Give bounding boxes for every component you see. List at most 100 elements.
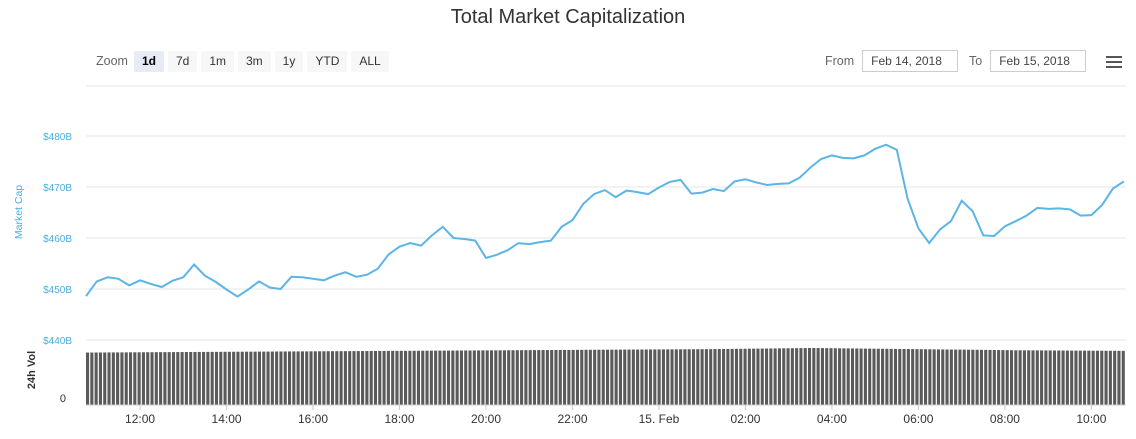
- zoom-ytd-button[interactable]: YTD: [307, 50, 348, 72]
- volume-bar: [1027, 350, 1031, 405]
- volume-bar: [1001, 350, 1005, 405]
- volume-bar: [1117, 350, 1121, 405]
- x-tick-label: 14:00: [212, 412, 242, 426]
- volume-bar: [197, 351, 201, 405]
- volume-bar: [124, 352, 128, 405]
- hamburger-menu-icon[interactable]: [1106, 56, 1122, 68]
- volume-bar: [799, 348, 803, 405]
- volume-bar: [489, 350, 494, 405]
- volume-bar: [498, 350, 502, 405]
- volume-bar: [889, 348, 893, 405]
- grid-lines: [86, 135, 1126, 341]
- volume-bar: [790, 348, 794, 405]
- volume-bar: [154, 352, 158, 405]
- volume-bar: [902, 349, 906, 405]
- volume-bar: [408, 350, 412, 405]
- volume-bar: [451, 350, 455, 405]
- volume-bar: [391, 350, 395, 405]
- volume-bar: [610, 349, 614, 405]
- volume-bar: [365, 351, 369, 405]
- x-tick-label: 22:00: [557, 412, 587, 426]
- x-tick-label: 15. Feb: [639, 412, 680, 426]
- x-tick-label: 12:00: [125, 412, 155, 426]
- volume-bar: [150, 352, 154, 405]
- volume-bar: [795, 348, 799, 405]
- to-label: To: [969, 54, 983, 68]
- volume-bar: [975, 349, 979, 405]
- volume-bar: [429, 350, 433, 405]
- volume-bar: [872, 348, 876, 405]
- from-date-input[interactable]: Feb 14, 2018: [862, 50, 959, 72]
- y-tick-label: $460B: [43, 234, 72, 245]
- volume-bar: [760, 348, 764, 405]
- volume-bar: [584, 349, 588, 405]
- volume-bar: [593, 349, 597, 405]
- volume-bar: [1044, 350, 1048, 405]
- volume-bar: [812, 348, 816, 405]
- volume-bar: [696, 349, 700, 405]
- zoom-1m-button[interactable]: 1m: [201, 50, 234, 72]
- volume-bar: [575, 349, 580, 405]
- volume-bar: [348, 351, 352, 405]
- volume-bar: [537, 350, 541, 405]
- volume-bar: [459, 350, 463, 405]
- volume-bar: [648, 349, 653, 405]
- zoom-1d-button[interactable]: 1d: [133, 50, 164, 72]
- x-tick-label: 10:00: [1076, 412, 1106, 426]
- volume-bar: [683, 349, 687, 405]
- volume-bar: [966, 349, 971, 405]
- volume-bar: [270, 351, 274, 405]
- volume-bar: [752, 348, 756, 405]
- volume-bar: [219, 351, 223, 405]
- volume-bar: [421, 350, 425, 405]
- volume-bar: [588, 349, 592, 405]
- volume-bar: [606, 349, 610, 405]
- volume-bar: [1091, 350, 1095, 405]
- volume-bar: [494, 350, 498, 405]
- volume-bar: [657, 349, 661, 405]
- volume-bar: [361, 351, 365, 405]
- volume-bar: [747, 348, 751, 405]
- x-axis: 12:00 14:00 16:00 18:00 20:00 22:00 15. Feb 02:…: [125, 405, 1107, 426]
- volume-bar: [979, 349, 983, 405]
- volume-bar: [919, 349, 923, 405]
- volume-bar: [1048, 350, 1052, 405]
- volume-bar: [954, 349, 958, 405]
- volume-bar: [992, 350, 996, 405]
- volume-bar: [730, 348, 734, 405]
- zoom-all-button[interactable]: ALL: [351, 50, 389, 72]
- volume-bar: [868, 348, 872, 405]
- volume-bar: [262, 351, 266, 405]
- volume-bar: [855, 348, 859, 405]
- volume-bar: [524, 350, 528, 405]
- volume-bar: [971, 349, 975, 405]
- volume-bar: [709, 349, 713, 405]
- volume-bar: [949, 349, 953, 405]
- x-tick-label: 06:00: [903, 412, 933, 426]
- volume-bar: [1108, 350, 1112, 405]
- volume-bar: [1052, 350, 1057, 405]
- volume-bar: [1070, 350, 1074, 405]
- volume-bar: [232, 351, 236, 405]
- volume-bar: [1035, 350, 1039, 405]
- volume-bar: [876, 348, 880, 405]
- volume-bar: [984, 349, 988, 405]
- volume-bar: [838, 348, 842, 405]
- volume-bar: [159, 352, 163, 405]
- volume-bar: [193, 351, 197, 405]
- volume-bar: [103, 352, 107, 405]
- volume-bar: [107, 352, 111, 405]
- volume-bar: [386, 350, 390, 405]
- to-date-input[interactable]: Feb 15, 2018: [990, 50, 1087, 72]
- volume-bar: [1095, 350, 1100, 405]
- volume-bar: [700, 349, 704, 405]
- volume-bar: [515, 350, 519, 405]
- zoom-7d-button[interactable]: 7d: [167, 50, 198, 72]
- volume-bar: [820, 348, 824, 405]
- volume-bar: [541, 350, 545, 405]
- volume-bar: [98, 352, 102, 405]
- zoom-1y-button[interactable]: 1y: [274, 50, 304, 72]
- volume-bar: [881, 348, 885, 405]
- volume-bar: [305, 351, 309, 405]
- zoom-3m-button[interactable]: 3m: [238, 50, 271, 72]
